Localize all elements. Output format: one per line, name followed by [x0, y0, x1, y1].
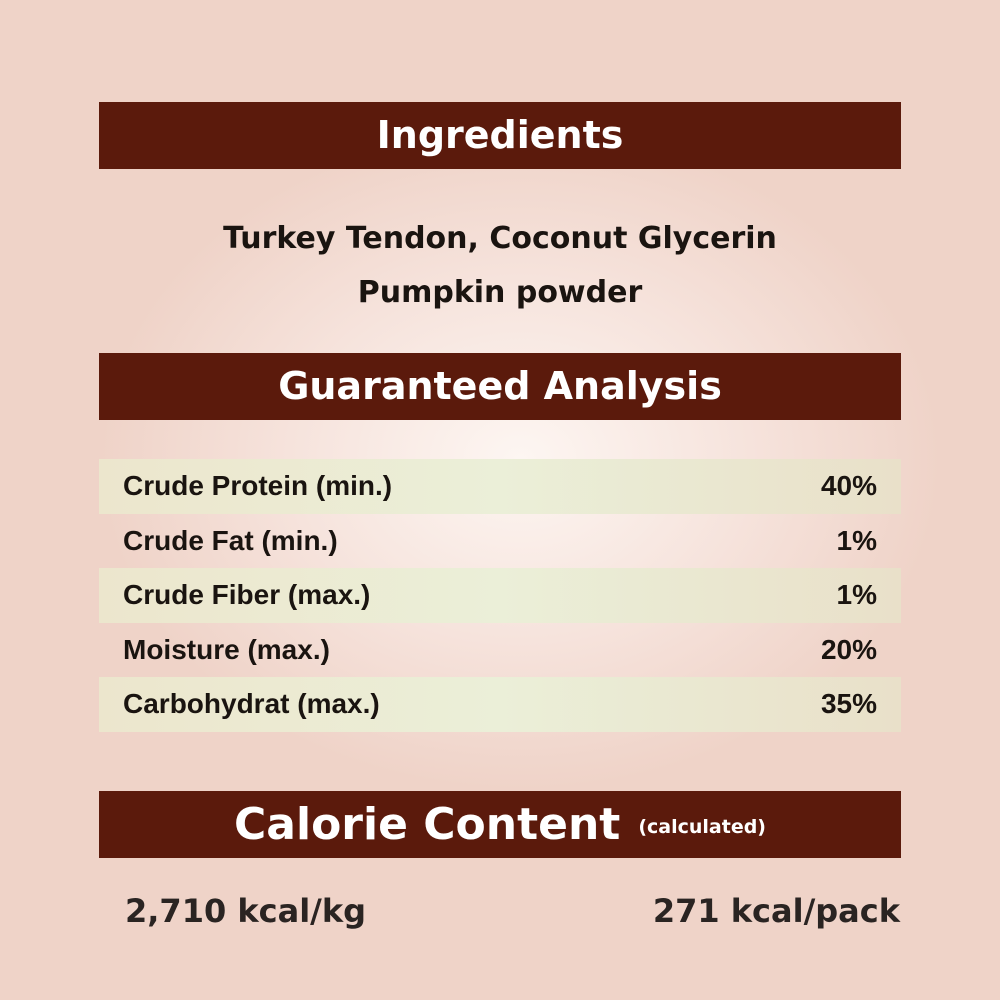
row-value: 1% [836, 524, 877, 556]
row-value: 20% [820, 633, 877, 665]
calorie-per-pack: 271 kcal/pack [652, 892, 900, 930]
row-value: 1% [836, 579, 877, 611]
ingredients-header: Ingredients [99, 102, 901, 169]
table-row: Moisture (max.) 20% [99, 623, 901, 678]
ingredients-list: Turkey Tendon, Coconut Glycerin Pumpkin … [0, 212, 1000, 320]
table-row: Crude Fiber (max.) 1% [99, 568, 901, 623]
calorie-header: Calorie Content (calculated) [99, 791, 901, 858]
row-label: Crude Fiber (max.) [123, 579, 371, 611]
table-row: Crude Protein (min.) 40% [99, 459, 901, 514]
analysis-header: Guaranteed Analysis [99, 353, 901, 420]
table-row: Crude Fat (min.) 1% [99, 514, 901, 569]
ingredients-line: Pumpkin powder [357, 275, 643, 310]
row-value: 35% [820, 688, 877, 720]
row-label: Carbohydrat (max.) [123, 688, 380, 720]
analysis-table: Crude Protein (min.) 40% Crude Fat (min.)… [99, 459, 901, 732]
row-label: Moisture (max.) [123, 633, 330, 665]
calorie-note: (calculated) [638, 815, 766, 838]
calorie-title: Calorie Content [234, 799, 621, 850]
table-row: Carbohydrat (max.) 35% [99, 677, 901, 732]
row-label: Crude Protein (min.) [123, 470, 393, 502]
row-label: Crude Fat (min.) [123, 524, 338, 556]
calorie-per-kg: 2,710 kcal/kg [125, 892, 367, 930]
row-value: 40% [820, 470, 877, 502]
ingredients-line: Turkey Tendon, Coconut Glycerin [223, 221, 777, 256]
